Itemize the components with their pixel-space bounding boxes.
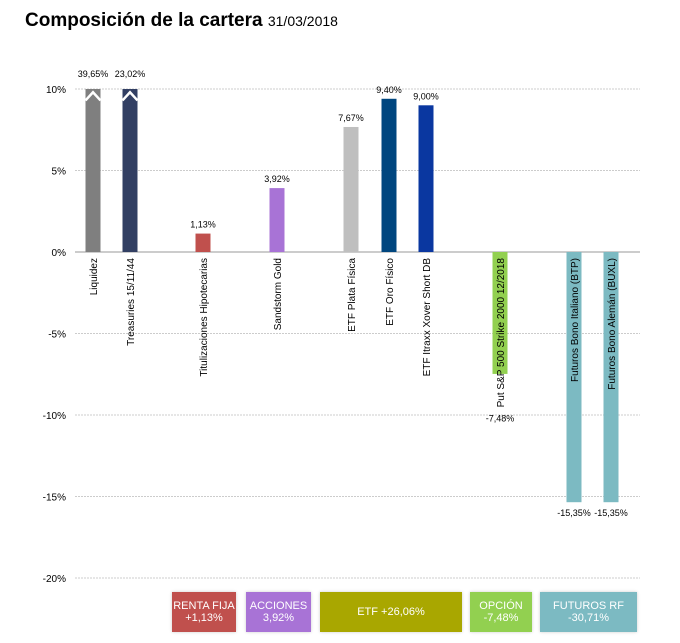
data-label: 39,65%	[78, 69, 109, 79]
y-tick-label: -5%	[48, 330, 66, 341]
date-text: 31/03/2018	[267, 13, 338, 29]
legend-acciones: ACCIONES 3,92%	[246, 592, 311, 632]
data-label: 9,00%	[413, 91, 439, 101]
legend-label: ACCIONES	[249, 600, 308, 612]
bar	[418, 105, 434, 252]
bar	[122, 89, 138, 252]
legend-value: -30,71%	[568, 612, 609, 624]
category-label: Futuros Bono Alemán (BUXL)	[607, 258, 618, 390]
data-label: 23,02%	[115, 69, 146, 79]
legend-label: ETF +26,06%	[357, 606, 425, 618]
break-mark	[84, 90, 102, 102]
category-label: ETF Plata Física	[347, 258, 358, 332]
y-tick-label: 5%	[52, 167, 67, 178]
category-label: Treasuries 15/11/44	[126, 258, 137, 346]
data-label: -15,35%	[557, 508, 591, 518]
bar	[381, 98, 397, 252]
category-label: ETF Oro Físico	[385, 258, 396, 326]
category-label: Sandstorm Gold	[273, 258, 284, 330]
title-text: Composición de la cartera	[25, 10, 263, 31]
legend-etf: ETF +26,06%	[320, 592, 462, 632]
y-tick-label: -20%	[43, 574, 66, 585]
data-label: -7,48%	[486, 413, 515, 423]
category-label: Put S&P 500 Strike 2000 12/2018	[496, 258, 507, 408]
legend-value: 3,92%	[262, 612, 295, 624]
category-label: Futuros Bono Italiano (BTP)	[570, 258, 581, 382]
bar	[492, 252, 508, 374]
category-label: Titulizaciones Hipotecarias	[199, 258, 210, 377]
y-tick-label: 10%	[46, 85, 66, 96]
bar	[603, 252, 619, 503]
y-tick-label: -15%	[43, 493, 66, 504]
data-label: 7,67%	[338, 113, 364, 123]
legend-label: FUTUROS RF	[553, 600, 624, 612]
category-label: ETF Itraxx Xover Short DB	[422, 258, 433, 377]
bar	[343, 126, 359, 252]
legend-futuros-rf: FUTUROS RF -30,71%	[540, 592, 637, 632]
bar	[566, 252, 582, 503]
legend-value: -7,48%	[483, 612, 519, 624]
legend-label: RENTA FIJA	[173, 600, 235, 612]
category-label: Liquidez	[89, 258, 100, 295]
legend-label: OPCIÓN	[479, 600, 523, 612]
bar	[85, 89, 101, 252]
legend-opcion: OPCIÓN -7,48%	[470, 592, 532, 632]
bar	[195, 233, 211, 252]
break-mark	[121, 90, 139, 102]
y-tick-label: -10%	[43, 411, 66, 422]
y-tick-label: 0%	[52, 248, 67, 259]
data-label: -15,35%	[594, 508, 628, 518]
data-label: 1,13%	[190, 220, 216, 230]
bar	[269, 188, 285, 252]
data-label: 9,40%	[376, 85, 402, 95]
legend-value: +1,13%	[185, 612, 223, 624]
legend-renta-fija: RENTA FIJA +1,13%	[172, 592, 236, 632]
data-label: 3,92%	[264, 174, 290, 184]
chart-title: Composición de la cartera 31/03/2018	[25, 10, 338, 32]
